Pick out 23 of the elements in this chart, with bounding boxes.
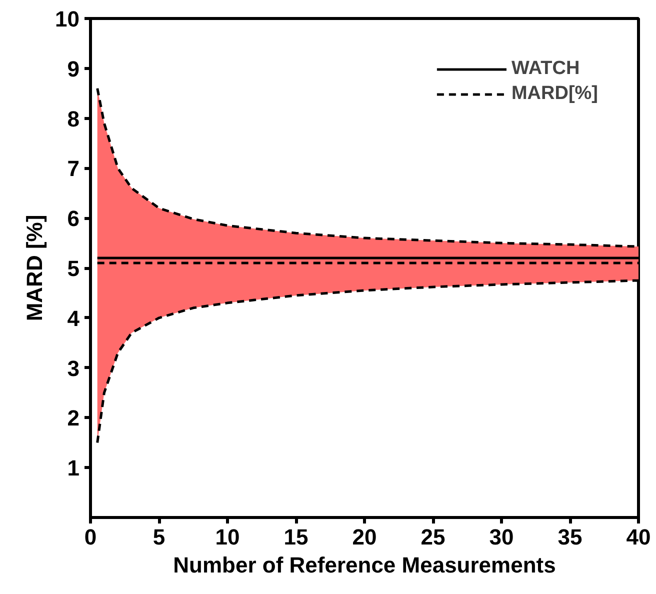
x-tick-label: 15	[284, 524, 308, 550]
y-tick-label: 9	[67, 56, 80, 82]
y-tick-label: 6	[67, 206, 80, 232]
x-tick-label: 25	[420, 524, 446, 550]
y-tick-label: 4	[67, 306, 80, 331]
x-tick-label: 10	[215, 524, 240, 550]
y-tick-label: 7	[67, 156, 80, 182]
y-tick-label: 2	[67, 406, 80, 431]
y-tick-label: 1	[67, 456, 80, 481]
y-tick-label: 3	[67, 356, 80, 381]
y-tick-label: 8	[67, 106, 80, 132]
x-tick-label: 40	[626, 524, 651, 550]
x-tick-label: 20	[352, 524, 377, 550]
y-tick-label: 10	[55, 6, 80, 32]
x-axis-title: Number of Reference Measurements	[173, 552, 556, 578]
legend-label: MARD[%]	[511, 83, 598, 105]
x-tick-label: 5	[152, 524, 166, 550]
legend-label: WATCH	[511, 58, 580, 80]
x-tick-label: 0	[84, 524, 97, 550]
y-tick-label: 5	[67, 256, 80, 281]
x-tick-label: 35	[558, 524, 582, 550]
x-tick-label: 30	[489, 524, 514, 550]
y-axis-title: MARD [%]	[22, 214, 48, 322]
